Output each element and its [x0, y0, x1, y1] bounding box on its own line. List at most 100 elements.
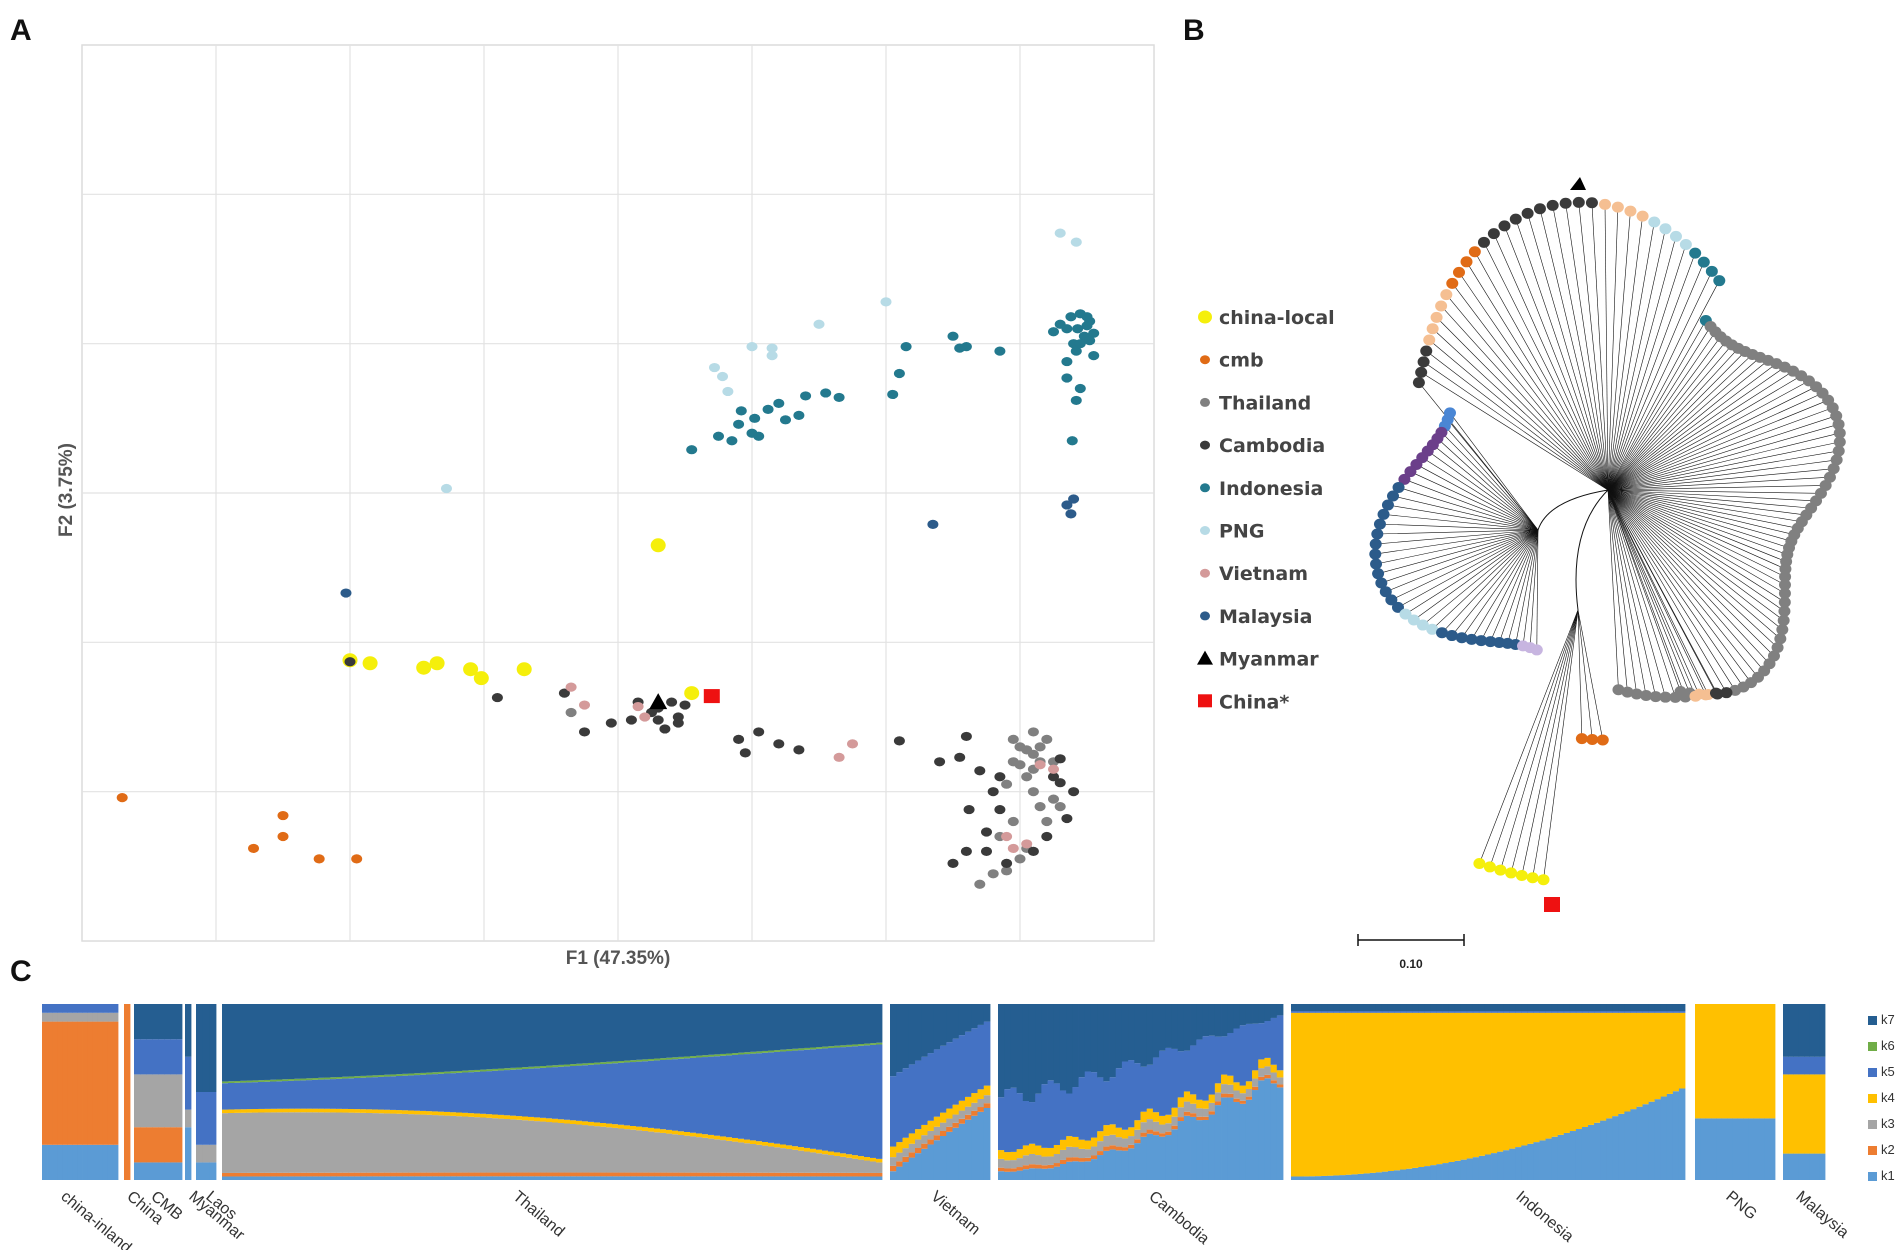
admixture-segment-k3 [798, 1150, 805, 1173]
admixture-segment-k1 [1134, 1143, 1141, 1180]
tree-branch [1552, 205, 1609, 491]
tree-tip [1404, 466, 1417, 478]
admixture-segment-k3 [384, 1113, 391, 1173]
admixture-segment-k5 [1672, 1011, 1680, 1013]
admixture-segment-k2 [864, 1172, 871, 1177]
admixture-segment-k3 [1202, 1108, 1210, 1117]
admixture-segment-k7 [402, 1004, 409, 1074]
admixture-segment-k3 [927, 1130, 935, 1140]
admixture-segment-k6 [828, 1046, 835, 1048]
admixture-segment-k3 [933, 1126, 941, 1136]
admixture-segment-k2 [804, 1172, 811, 1177]
tree-tip-myanmar [1570, 177, 1586, 190]
admixture-segment-k5 [1115, 1068, 1123, 1128]
admixture-segment-k5 [1297, 1011, 1304, 1013]
k-legend-label-k1: k1 [1881, 1168, 1895, 1183]
legend-item-malaysia-marker [1200, 611, 1210, 621]
admixture-segment-k5 [828, 1047, 835, 1152]
admixture-segment-k6 [696, 1055, 703, 1058]
admixture-segment-k7 [1315, 1004, 1322, 1012]
admixture-segment-k7 [965, 1004, 972, 1032]
admixture-segment-k4 [1648, 1012, 1656, 1102]
admixture-segment-k6 [678, 1056, 685, 1059]
admixture-segment-k1 [1190, 1116, 1197, 1180]
tree-tip [1423, 334, 1436, 346]
admixture-segment-k3 [846, 1157, 853, 1173]
pca-point-cambodia [893, 736, 905, 746]
admixture-segment-k5 [1400, 1011, 1407, 1013]
admixture-segment-k2 [1227, 1093, 1234, 1098]
tree-branch [1591, 202, 1609, 491]
admixture-segment-k6 [762, 1050, 769, 1053]
admixture-segment-k4 [1727, 1004, 1733, 1119]
admixture-segment-k2 [952, 1122, 960, 1128]
admixture-segment-k5 [834, 1047, 841, 1153]
admixture-segment-k4 [971, 1093, 978, 1103]
admixture-segment-k4 [977, 1089, 985, 1099]
admixture-segment-k1 [870, 1176, 877, 1180]
admixture-segment-k4 [1345, 1012, 1353, 1175]
admixture-segment-k3 [372, 1113, 379, 1173]
admixture-segment-k1 [456, 1176, 463, 1180]
admixture-segment-k3 [62, 1012, 68, 1022]
admixture-segment-k5 [684, 1058, 691, 1133]
admixture-segment-k4 [804, 1147, 811, 1152]
admixture-segment-k3 [468, 1116, 475, 1173]
admixture-segment-k5 [498, 1070, 505, 1115]
admixture-segment-k5 [1521, 1011, 1528, 1013]
pca-point-indonesia [1084, 336, 1096, 346]
admixture-segment-k1 [1769, 1118, 1776, 1180]
admixture-segment-k3 [366, 1112, 373, 1173]
admixture-segment-k2 [1121, 1147, 1129, 1151]
tree-branch [1607, 244, 1687, 491]
admixture-segment-k7 [768, 1004, 775, 1051]
admixture-segment-k3 [47, 1012, 53, 1022]
tree-branch [1444, 425, 1539, 531]
admixture-segment-k1 [921, 1148, 928, 1180]
admixture-segment-k6 [660, 1058, 667, 1060]
admixture-segment-k5 [92, 1004, 99, 1013]
admixture-segment-k7 [1412, 1004, 1419, 1012]
tree-branch [1604, 204, 1609, 491]
admixture-segment-k7 [606, 1004, 613, 1062]
tree-branch [1607, 489, 1781, 639]
tree-branch [1410, 471, 1539, 531]
tree-tip [1689, 690, 1702, 702]
admixture-segment-k3 [510, 1119, 517, 1173]
pca-point-malaysia [927, 519, 939, 529]
admixture-segment-k2 [318, 1172, 325, 1177]
admixture-segment-k5 [642, 1061, 649, 1128]
admixture-segment-k6 [798, 1048, 805, 1051]
tree-branch [1607, 357, 1761, 491]
admixture-segment-k6 [582, 1063, 589, 1066]
admixture-segment-k4 [1484, 1012, 1492, 1155]
admixture-segment-k6 [258, 1080, 265, 1082]
admixture-segment-k1 [1072, 1161, 1079, 1180]
admixture-segment-k4 [1618, 1012, 1625, 1114]
admixture-segment-k2 [152, 1127, 159, 1163]
admixture-segment-k7 [486, 1004, 493, 1070]
admixture-segment-k4 [1004, 1152, 1011, 1161]
admixture-segment-k3 [1041, 1156, 1048, 1166]
admixture-segment-k7 [1152, 1004, 1160, 1058]
admixture-segment-k1 [1764, 1118, 1771, 1180]
admixture-segment-k3 [672, 1134, 679, 1173]
admixture-segment-k5 [450, 1073, 457, 1113]
pca-point-cambodia [344, 657, 356, 667]
admixture-segment-k2 [558, 1172, 565, 1177]
admixture-segment-k1 [1743, 1118, 1749, 1180]
admixture-segment-k1 [1171, 1129, 1179, 1180]
tree-branch [1515, 529, 1539, 645]
admixture-segment-k2 [486, 1172, 493, 1177]
admixture-segment-k1 [708, 1176, 715, 1180]
tree-branch [1607, 489, 1817, 502]
admixture-segment-k7 [1227, 1004, 1234, 1033]
admixture-segment-k1 [672, 1176, 679, 1180]
admixture-segment-k4 [1035, 1145, 1042, 1156]
admixture-segment-k4 [1109, 1124, 1117, 1135]
admixture-segment-k4 [1430, 1012, 1437, 1166]
k-legend-swatch-k2 [1868, 1146, 1877, 1155]
admixture-segment-k5 [654, 1060, 661, 1129]
tree-branch [1392, 495, 1539, 531]
admixture-segment-k5 [288, 1080, 295, 1109]
